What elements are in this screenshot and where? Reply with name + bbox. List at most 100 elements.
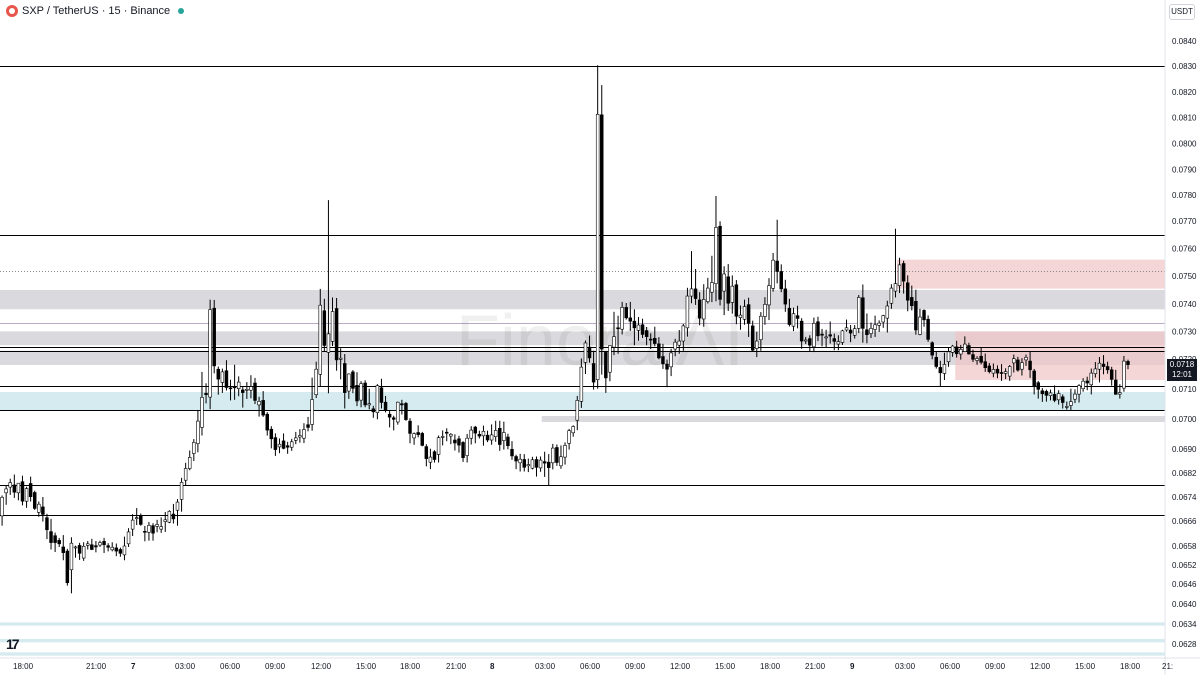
candle-body (934, 357, 938, 367)
x-tick-label: 15:00 (1075, 662, 1096, 671)
candle-body (41, 506, 45, 515)
price-axis[interactable]: 0.0840 0.0830 0.0820 0.0810 0.0800 0.0790 0.07… (1172, 37, 1197, 649)
candle-body (542, 461, 547, 464)
candle-body (440, 436, 445, 438)
candle-body (559, 456, 563, 467)
candle-body (901, 263, 906, 282)
currency-button[interactable]: USDT (1169, 4, 1195, 20)
candle-body (473, 426, 478, 434)
candle-body (661, 356, 665, 365)
candle-body (714, 227, 718, 284)
time-axis[interactable]: 18:00 21:00 7 03:00 06:00 09:00 12:00 15:00 18:0… (13, 662, 1173, 671)
candle-body (538, 459, 543, 469)
candle-body (730, 285, 735, 303)
gray-zone (0, 350, 1165, 365)
gray-zone (0, 290, 1165, 310)
candle-body (81, 546, 86, 559)
candle-body (147, 525, 151, 533)
demand-zone (0, 652, 1165, 656)
candle-body (975, 358, 979, 361)
candle-body (61, 546, 65, 553)
candle-body (37, 503, 41, 513)
supply-zone (897, 259, 1165, 289)
demand-zone (0, 639, 1165, 643)
candle-body (453, 439, 457, 444)
candle-body (812, 323, 816, 348)
candle-body (151, 525, 155, 534)
y-tick-label: 0.0840 (1172, 37, 1197, 46)
candle-body (1065, 406, 1069, 408)
candle-body (514, 456, 518, 462)
y-tick-label: 0.0682 (1172, 469, 1197, 478)
candle-body (1101, 363, 1106, 367)
candle-body (245, 388, 249, 391)
candle-body (922, 310, 926, 321)
y-tick-label: 0.0810 (1172, 114, 1197, 123)
candle-body (1085, 380, 1089, 384)
candle-body (636, 324, 641, 331)
x-tick-label: 18:00 (400, 662, 421, 671)
candle-body (216, 368, 221, 380)
candle-body (587, 346, 592, 359)
candle-body (665, 363, 669, 370)
candle-body (122, 545, 127, 556)
candle-body (555, 447, 559, 463)
chart-header[interactable]: SXP / TetherUS · 15 · Binance (6, 3, 185, 19)
candle-body (106, 545, 110, 548)
y-tick-label: 0.0730 (1172, 327, 1197, 336)
candle-body (950, 345, 955, 353)
x-tick-label: 7 (131, 662, 136, 671)
candle-body (57, 540, 61, 545)
candle-body (1007, 366, 1012, 377)
candle-body (102, 541, 106, 546)
candle-body (673, 341, 677, 350)
x-tick-label: 15:00 (715, 662, 736, 671)
candle-body (343, 363, 347, 393)
x-tick-label: 03:00 (895, 662, 916, 671)
candle-body (893, 283, 898, 292)
candle-body (489, 434, 494, 441)
candle-body (347, 373, 351, 392)
candle-body (241, 389, 245, 393)
candle-body (73, 546, 78, 549)
y-tick-label: 0.0780 (1172, 191, 1197, 200)
candle-body (718, 225, 722, 300)
candle-body (506, 436, 510, 446)
y-tick-label: 0.0820 (1172, 88, 1197, 97)
y-tick-label: 0.0830 (1172, 62, 1197, 71)
candle-body (1012, 358, 1016, 364)
candle-body (734, 284, 739, 317)
candle-body (359, 383, 363, 401)
candle-body (196, 420, 200, 444)
y-tick-label: 0.0666 (1172, 517, 1197, 526)
candle-body (383, 401, 388, 411)
candle-body (86, 543, 90, 546)
y-tick-label: 0.0800 (1172, 140, 1197, 149)
candle-body (1109, 369, 1114, 380)
candle-body (420, 433, 424, 446)
tradingview-logo-icon[interactable]: 17 (6, 636, 20, 652)
candle-body (318, 304, 323, 375)
candle-body (302, 429, 306, 439)
x-tick-label: 15:00 (356, 662, 377, 671)
candle-body (877, 322, 881, 326)
y-tick-label: 0.0640 (1172, 600, 1197, 609)
candle-body (832, 338, 837, 342)
candle-body (1040, 390, 1045, 395)
candle-body (767, 285, 771, 306)
y-tick-label: 0.0690 (1172, 445, 1197, 454)
candle-body (657, 343, 661, 359)
candle-body (799, 320, 804, 342)
candle-body (1097, 362, 1102, 370)
current-price-tag: 0.0718 12:01 (1167, 359, 1197, 381)
symbol-title[interactable]: SXP / TetherUS · 15 · Binance (22, 5, 171, 17)
candle-body (1032, 370, 1036, 387)
watermark: Finora AI (456, 301, 744, 381)
candle-body (502, 432, 506, 441)
y-tick-label: 0.0646 (1172, 580, 1197, 589)
y-tick-label: 0.0674 (1172, 493, 1197, 502)
candle-body (546, 461, 551, 468)
candle-body (697, 299, 702, 319)
candle-body (355, 385, 359, 402)
